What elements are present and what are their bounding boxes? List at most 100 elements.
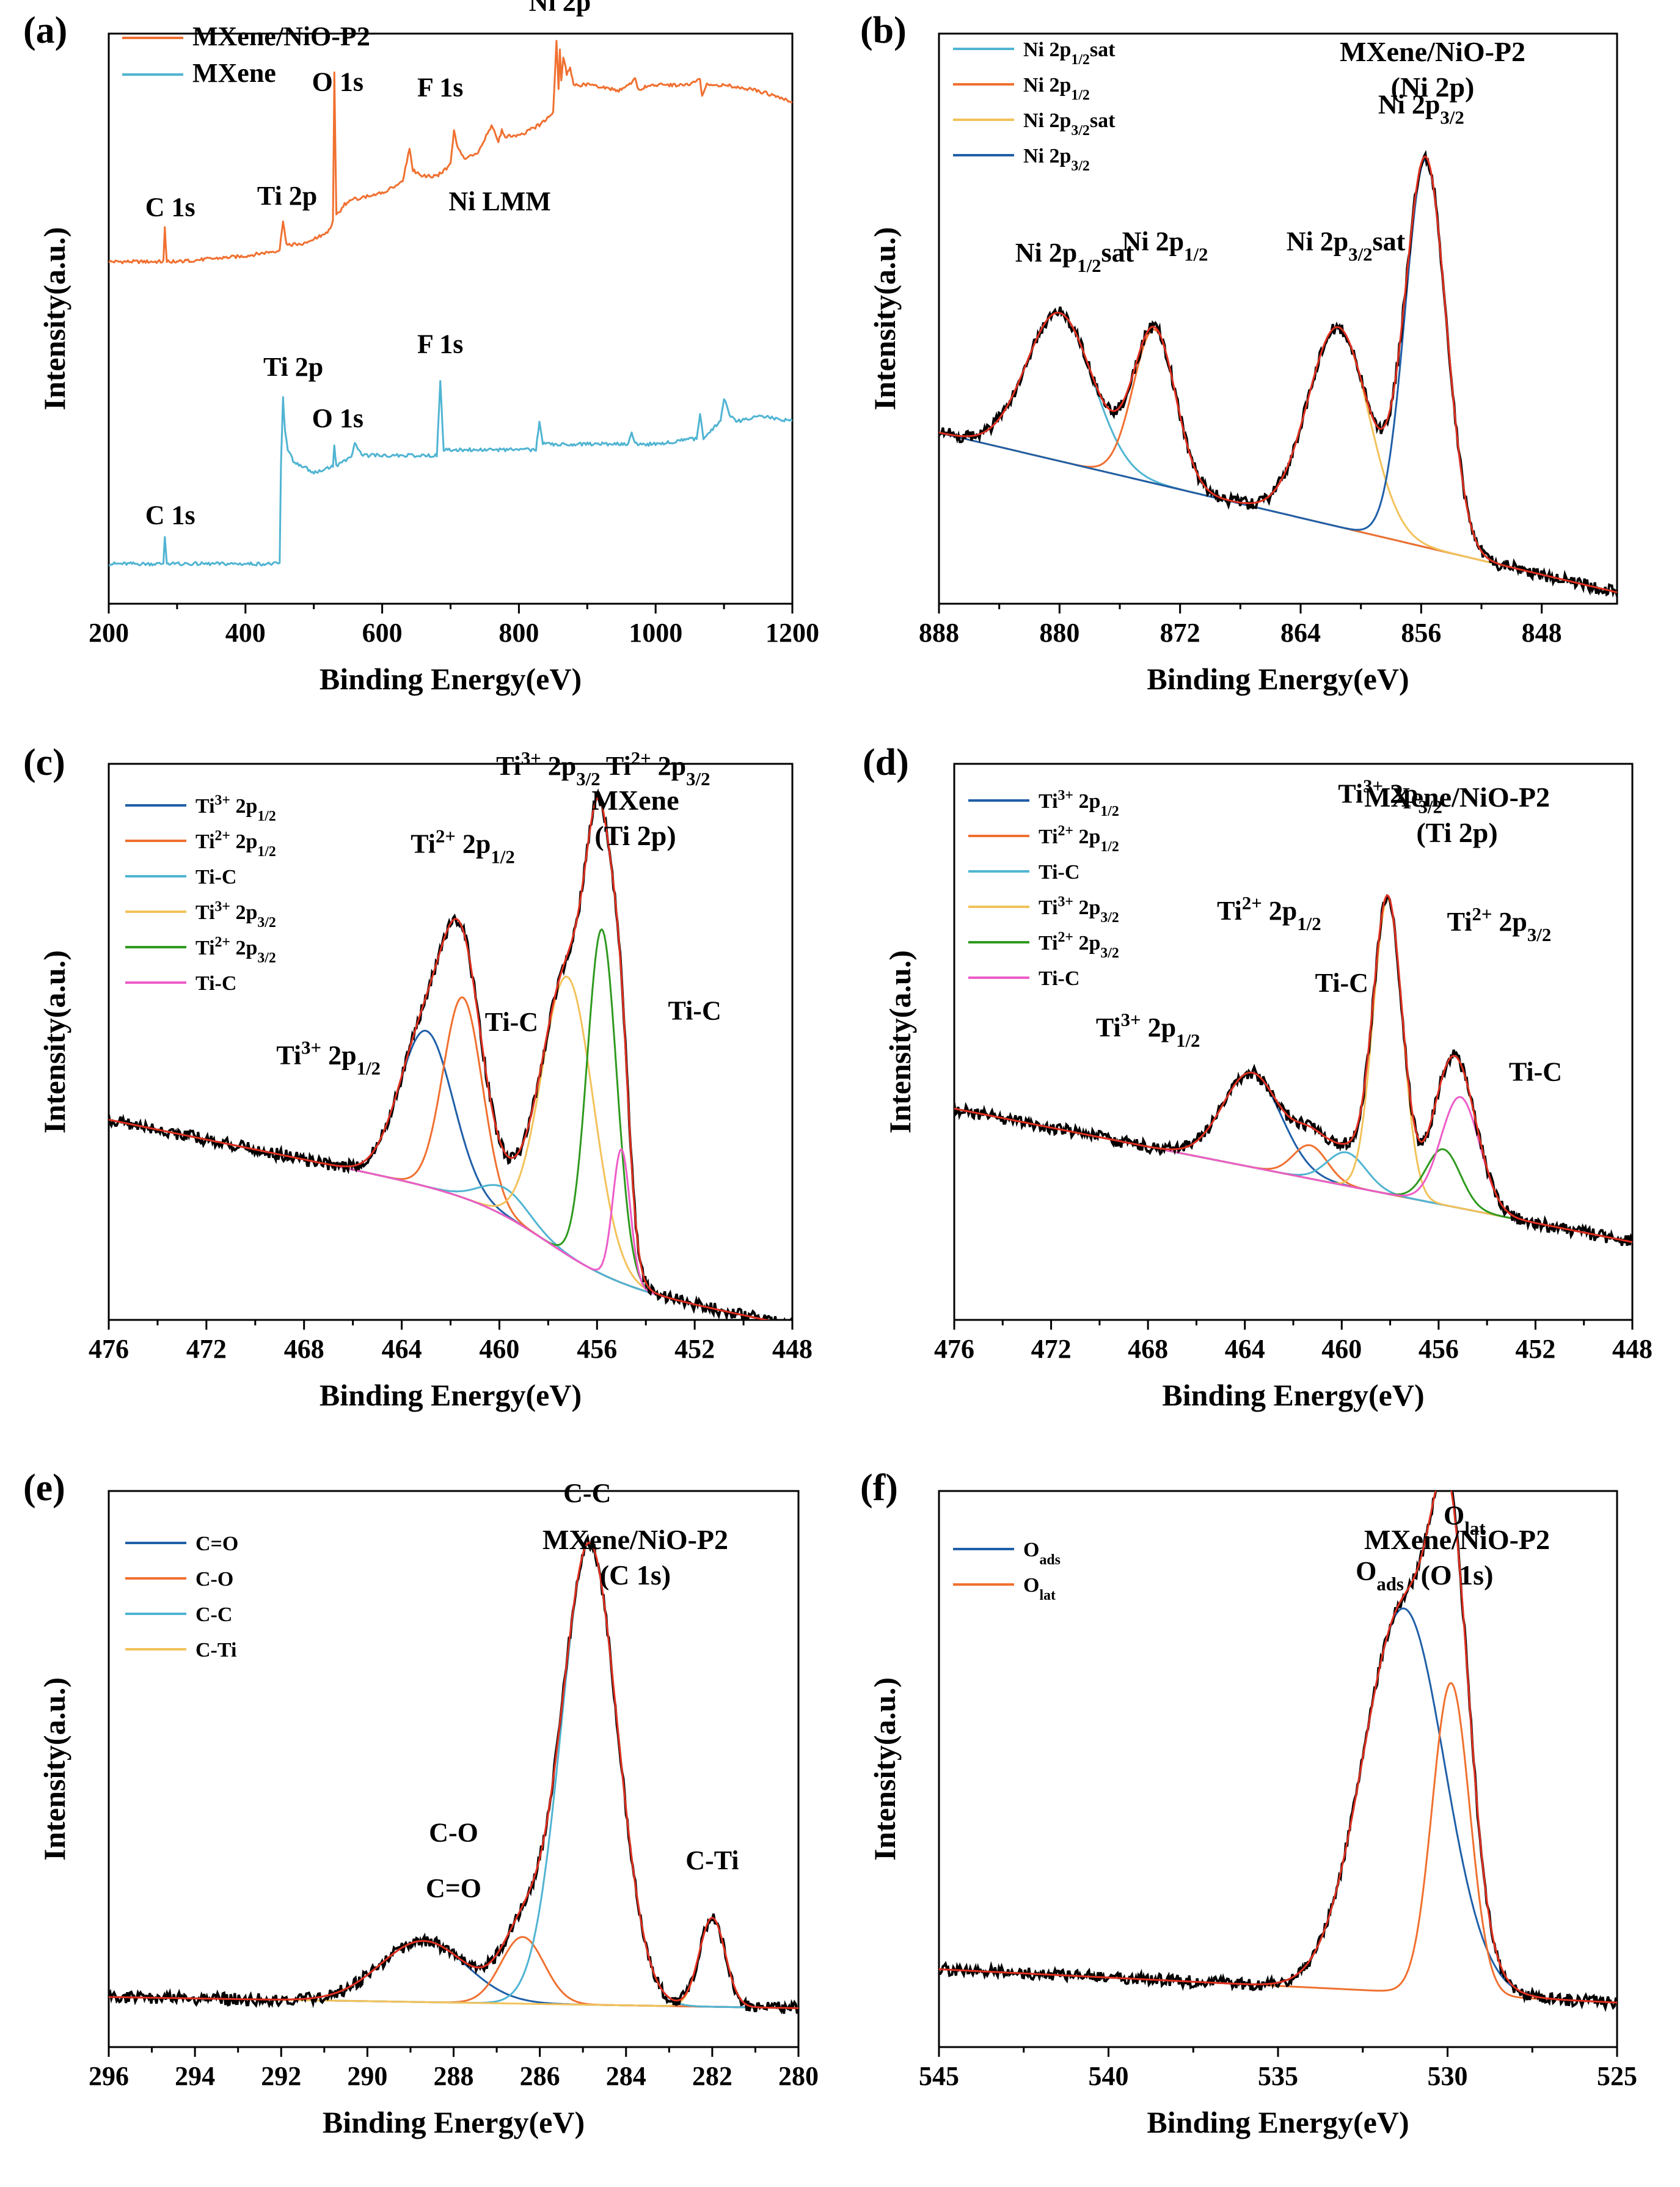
peak-annotation: Ni 2p1/2sat — [1015, 238, 1134, 276]
plot-area — [939, 150, 1617, 598]
peak-annotation: Ti2+ 2p3/2 — [606, 748, 710, 789]
legend-label: Ti2+ 2p1/2 — [195, 828, 276, 860]
legend-label: Ti3+ 2p3/2 — [195, 899, 276, 931]
peak-annotation: O 1s — [312, 403, 363, 433]
x-tick-label: 1000 — [629, 618, 682, 648]
panel-letter: (b) — [860, 10, 907, 51]
plot-area — [109, 1534, 798, 2015]
x-tick-label: 456 — [577, 1334, 617, 1364]
x-axis-label: Binding Energy(eV) — [1162, 1378, 1424, 1412]
legend-label: Ni 2p3/2sat — [1023, 109, 1116, 139]
x-tick-label: 292 — [261, 2061, 301, 2091]
x-tick-label: 290 — [347, 2061, 387, 2091]
fit-envelope — [109, 797, 771, 1320]
x-tick-label: 452 — [674, 1334, 715, 1364]
plot-area — [109, 788, 792, 1320]
raw-spectrum — [954, 894, 1632, 1246]
component-peak-2 — [939, 326, 1617, 593]
legend-label: Ti2+ 2p1/2 — [1039, 823, 1119, 855]
component-peak-1 — [109, 996, 771, 1320]
x-tick-label: 535 — [1258, 2061, 1298, 2091]
peak-annotation: Ti3+ 2p1/2 — [1096, 1009, 1200, 1051]
fit-envelope — [939, 1491, 1617, 2004]
x-tick-label: 468 — [1128, 1334, 1168, 1364]
x-tick-label: 472 — [186, 1334, 227, 1364]
panel-title: MXene/NiO-P2 — [1364, 782, 1550, 813]
raw-spectrum — [109, 1534, 798, 2015]
plot-frame — [108, 32, 794, 605]
peak-annotation: Ti-C — [1509, 1057, 1562, 1087]
peak-annotation: F 1s — [417, 329, 463, 359]
plot-area — [954, 894, 1632, 1246]
x-tick-label: 452 — [1515, 1334, 1555, 1364]
peak-annotation: Oads — [1356, 1556, 1404, 1595]
peak-annotation: Ti-C — [485, 1007, 538, 1037]
peak-annotation: Ti3+ 2p3/2 — [496, 748, 601, 789]
legend-label: Ti2+ 2p3/2 — [195, 934, 276, 966]
legend-label: Oads — [1023, 1539, 1061, 1568]
x-tick-label: 288 — [434, 2061, 474, 2091]
x-tick-label: 476 — [89, 1334, 129, 1364]
x-tick-label: 464 — [382, 1334, 422, 1364]
x-tick-label: 282 — [692, 2061, 732, 2091]
peak-annotation: F 1s — [417, 73, 463, 103]
component-peak-0 — [939, 312, 1617, 593]
x-tick-label: 530 — [1428, 2061, 1468, 2091]
peak-annotation: C-C — [563, 1478, 611, 1508]
panel-title: (Ti 2p) — [594, 820, 676, 851]
peak-annotation: Ti2+ 2p3/2 — [1447, 904, 1552, 945]
series-line-0 — [109, 40, 792, 265]
panel-b: (b) 888 880 872 864 856 848 Binding Energy(eV) I… — [860, 10, 1618, 696]
fit-envelope — [954, 894, 1632, 1244]
legend-label: Ti-C — [195, 866, 236, 888]
x-tick-label: 286 — [520, 2061, 560, 2091]
panel-f: (f) 545 540 535 530 525 Binding Energy(eV) Inte… — [860, 1467, 1637, 2139]
legend-label: Ti-C — [1039, 967, 1079, 990]
peak-annotation: C-O — [429, 1817, 478, 1847]
x-tick-label: 545 — [919, 2061, 959, 2091]
panel-title: (Ni 2p) — [1391, 71, 1475, 103]
x-tick-label: 400 — [225, 618, 266, 648]
x-axis-label: Binding Energy(eV) — [320, 662, 582, 696]
peak-annotation: Olat — [1444, 1501, 1486, 1539]
fit-envelope — [939, 155, 1617, 593]
plot-area — [939, 1491, 1617, 2012]
plot-frame — [938, 32, 1618, 605]
panel-title: MXene/NiO-P2 — [1364, 1524, 1550, 1555]
x-tick-label: 600 — [362, 618, 403, 648]
peak-annotation: Ti3+ 2p3/2 — [1338, 776, 1442, 818]
peak-annotation: O 1s — [312, 67, 363, 97]
panel-letter: (f) — [860, 1467, 898, 1509]
x-tick-label: 280 — [778, 2061, 819, 2091]
peak-annotation: Ni 2p1/2 — [1122, 227, 1208, 265]
panel-letter: (e) — [23, 1467, 65, 1509]
panel-letter: (d) — [863, 742, 909, 783]
x-tick-label: 540 — [1089, 2061, 1129, 2091]
y-axis-label: Intensity(a.u.) — [867, 1677, 902, 1861]
component-peak-5 — [109, 1118, 771, 1320]
y-axis-label: Intensity(a.u.) — [867, 227, 902, 410]
legend-label: Ti3+ 2p1/2 — [1039, 788, 1119, 819]
plot-frame — [938, 1490, 1618, 2048]
legend-label: Ni 2p1/2 — [1023, 74, 1090, 103]
x-tick-label: 456 — [1419, 1334, 1459, 1364]
panel-letter: (c) — [23, 742, 65, 783]
x-tick-label: 472 — [1031, 1334, 1072, 1364]
legend-label: C=O — [195, 1533, 238, 1555]
plot-area — [109, 40, 792, 566]
legend-label: Ti-C — [195, 972, 236, 995]
x-tick-label: 525 — [1597, 2061, 1637, 2091]
peak-annotation: C=O — [426, 1873, 481, 1903]
peak-annotation: Ti2+ 2p1/2 — [1217, 893, 1321, 934]
panel-title: (Ti 2p) — [1416, 817, 1497, 848]
x-axis-label: Binding Energy(eV) — [323, 2105, 585, 2139]
x-tick-label: 294 — [175, 2061, 215, 2091]
legend-label: Ti-C — [1039, 861, 1079, 884]
peak-annotation: Ti2+ 2p1/2 — [411, 826, 515, 868]
panel-title: (C 1s) — [600, 1559, 671, 1591]
peak-annotation: Ni 2p3/2 — [1378, 90, 1464, 128]
x-tick-label: 848 — [1522, 618, 1562, 648]
x-tick-label: 476 — [934, 1334, 974, 1364]
x-tick-label: 872 — [1160, 618, 1200, 648]
